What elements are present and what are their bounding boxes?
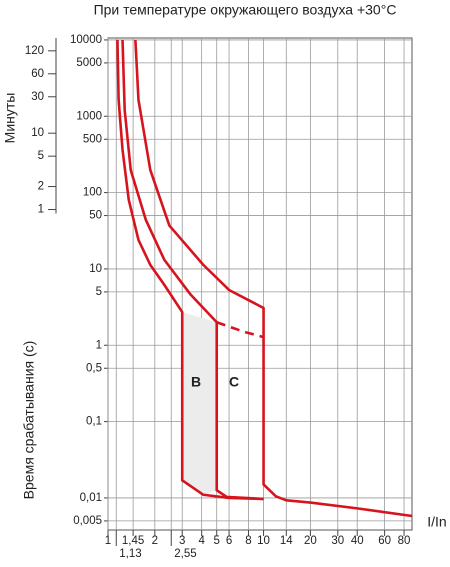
y2-axis-label: Минуты bbox=[2, 93, 18, 144]
x-tick-label: 14 bbox=[280, 535, 293, 547]
curve bbox=[121, 39, 264, 501]
y-tick-label: 5000 bbox=[76, 57, 102, 69]
x-tick-label: 3 bbox=[179, 535, 185, 547]
y2-tick-label: 2 bbox=[38, 181, 44, 193]
y-tick-label: 0,5 bbox=[86, 362, 102, 374]
x-tick-label: 60 bbox=[378, 535, 391, 547]
y2-tick-label: 10 bbox=[31, 127, 44, 139]
y2-tick-label: 120 bbox=[25, 45, 44, 57]
y-tick-label: 0,005 bbox=[73, 515, 102, 527]
y-tick-label: 5 bbox=[96, 286, 102, 298]
y-tick-label: 0,01 bbox=[80, 492, 102, 504]
x-tick-label: 2,55 bbox=[174, 548, 196, 560]
annotation: C bbox=[229, 374, 239, 390]
y2-tick-label: 1 bbox=[38, 204, 44, 216]
band-fill bbox=[182, 312, 217, 495]
annotation: B bbox=[191, 374, 201, 390]
y-tick-label: 50 bbox=[89, 210, 102, 222]
x-tick-label: 6 bbox=[226, 535, 232, 547]
x-tick-label: 10 bbox=[257, 535, 270, 547]
y-tick-label: 10000 bbox=[70, 34, 102, 46]
x-tick-label: 40 bbox=[351, 535, 364, 547]
x-tick-label: 1,45 bbox=[122, 535, 144, 547]
x-tick-label: 80 bbox=[398, 535, 411, 547]
y2-tick-label: 30 bbox=[31, 91, 44, 103]
y-tick-label: 1 bbox=[96, 339, 102, 351]
y-tick-label: 1000 bbox=[76, 110, 102, 122]
y-tick-label: 100 bbox=[83, 187, 102, 199]
x-tick-label: 1,13 bbox=[119, 548, 141, 560]
y-tick-label: 10 bbox=[89, 263, 102, 275]
y-axis-label: Время срабатывания (с) bbox=[21, 341, 37, 500]
x-tick-label: 2 bbox=[152, 535, 158, 547]
chart-title: При температуре окружающего воздуха +30°… bbox=[94, 2, 397, 18]
x-tick-label: 4 bbox=[198, 535, 205, 547]
x-axis-label: I/In bbox=[427, 514, 446, 530]
y-tick-label: 0,1 bbox=[86, 416, 102, 428]
y2-tick-label: 60 bbox=[31, 68, 44, 80]
y-tick-label: 500 bbox=[83, 133, 102, 145]
curve bbox=[116, 39, 264, 501]
x-tick-label: 8 bbox=[245, 535, 251, 547]
x-tick-label: 20 bbox=[304, 535, 317, 547]
curve bbox=[134, 39, 413, 518]
x-tick-label: 5 bbox=[214, 535, 220, 547]
x-tick-label: 1 bbox=[105, 535, 111, 547]
plot-area bbox=[107, 37, 413, 531]
x-tick-label: 30 bbox=[331, 535, 344, 547]
y2-tick-label: 5 bbox=[38, 150, 44, 162]
